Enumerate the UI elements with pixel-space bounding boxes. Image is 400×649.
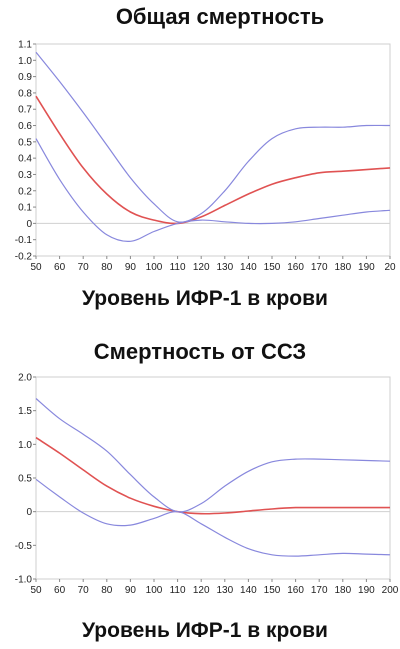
chart-1-plot: 1.1 1.0 0.9 0.8 0.7 0.6 0.5 0.4 0.3 0.2 0.1 0 -0.1 -0… — [15, 40, 396, 274]
chart-1-x-tick-label: 60 — [54, 262, 66, 273]
chart-1-x-tick-label: 50 — [30, 262, 42, 273]
chart-1-x-tick-label: 90 — [125, 262, 137, 273]
chart-1-x-tick-label: 20 — [384, 262, 396, 273]
chart-2-x-axis-title: Уровень ИФР-1 в крови — [82, 619, 328, 642]
chart-1-y-tick-label: 0.7 — [18, 105, 32, 116]
chart-1-x-tick-label: 80 — [101, 262, 113, 273]
chart-1-y-tick-label: 0.6 — [18, 121, 32, 132]
chart-1-x-tick-label: 110 — [170, 262, 186, 273]
chart-1-y-tick-label: 0.8 — [18, 88, 32, 99]
chart-1-y-tick-label: -0.1 — [15, 235, 33, 246]
chart-2-y-tick-label: 0.5 — [18, 474, 32, 485]
chart-1-x-tick-label: 140 — [240, 262, 257, 273]
chart-1-x-tick-label: 170 — [311, 262, 328, 273]
chart-2-x-tick-label: 90 — [125, 585, 137, 596]
chart-1-x-tick-label: 180 — [334, 262, 351, 273]
chart-2-y-tick-label: -0.5 — [15, 541, 33, 552]
chart-1-x-axis-title: Уровень ИФР-1 в крови — [82, 287, 328, 310]
chart-1-line-upper-ci — [35, 51, 391, 223]
chart-1-y-tick-label: -0.2 — [15, 252, 33, 263]
chart-1-y-tick-label: 0.3 — [18, 170, 32, 181]
chart-1-x-tick-label: 120 — [193, 262, 210, 273]
chart-1-y-tick-label: 0 — [26, 219, 32, 230]
chart-1-line-lower-ci — [35, 138, 391, 242]
chart-1-line-estimate — [35, 95, 391, 225]
chart-2-x-tick-label: 130 — [216, 585, 233, 596]
chart-1-title: Общая смертность — [115, 4, 325, 29]
chart-2-plot-area — [35, 376, 391, 580]
chart-1-x-tick-label: 130 — [216, 262, 233, 273]
chart-2-x-tick-label: 120 — [193, 585, 210, 596]
chart-2-x-tick-label: 70 — [78, 585, 90, 596]
chart-2-x-tick-label: 190 — [358, 585, 375, 596]
chart-1-y-tick-label: 1.1 — [18, 40, 32, 51]
chart-1-plot-area — [35, 43, 391, 257]
chart-2-x-tick-label: 170 — [311, 585, 328, 596]
chart-1-x-tick-label: 190 — [358, 262, 375, 273]
chart-2-line-estimate — [35, 436, 390, 515]
chart-1-y-tick-label: 0.2 — [18, 186, 32, 197]
chart-2-line-lower-ci — [35, 478, 391, 557]
chart-1-y-tick-label: 0.4 — [18, 154, 32, 165]
chart-2-y-tick-label: 2.0 — [18, 373, 32, 384]
chart-2-x-tick-label: 180 — [334, 585, 351, 596]
chart-2-x-tick-label: 200 — [382, 585, 399, 596]
chart-2-x-tick-label: 50 — [30, 585, 42, 596]
chart-2-x-tick-label: 140 — [240, 585, 257, 596]
chart-2-x-tick-label: 160 — [287, 585, 304, 596]
chart-2-title: Смертность от ССЗ — [93, 339, 307, 364]
chart-2-x-tick-label: 110 — [170, 585, 186, 596]
chart-1-x-tick-label: 100 — [146, 262, 163, 273]
chart-2-x-tick-label: 100 — [146, 585, 163, 596]
chart-1-x-tick-label: 70 — [78, 262, 90, 273]
chart-2-y-tick-label: 1.5 — [18, 406, 32, 417]
chart-2-y-tick-label: 1.0 — [18, 440, 32, 451]
chart-2-plot: 2.0 1.5 1.0 0.5 0 -0.5 -1.050 60 70 80 90 100 110 120… — [15, 373, 399, 597]
chart-1-x-tick-label: 160 — [287, 262, 304, 273]
chart-1-x-tick-label: 150 — [264, 262, 281, 273]
chart-1-y-tick-label: 1.0 — [18, 56, 32, 67]
chart-2-x-tick-label: 60 — [54, 585, 66, 596]
chart-2-line-upper-ci — [35, 398, 391, 513]
chart-1-y-tick-label: 0.9 — [18, 72, 32, 83]
chart-2-y-tick-label: 0 — [26, 507, 32, 518]
chart-1-y-tick-label: 0.1 — [18, 203, 32, 214]
chart-2-x-tick-label: 80 — [101, 585, 113, 596]
chart-1-y-tick-label: 0.5 — [18, 137, 32, 148]
chart-2-y-tick-label: -1.0 — [15, 575, 33, 586]
chart-2-x-tick-label: 150 — [264, 585, 281, 596]
